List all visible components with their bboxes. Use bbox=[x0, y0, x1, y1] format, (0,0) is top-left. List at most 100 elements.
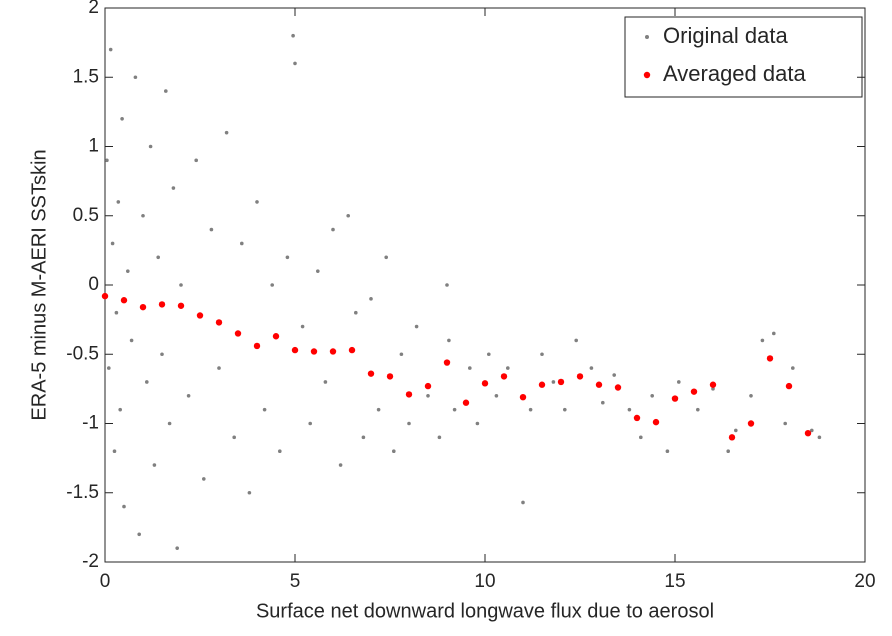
average-point bbox=[101, 292, 109, 300]
y-tick-label: 2 bbox=[88, 0, 99, 18]
average-point bbox=[253, 342, 261, 350]
data-point bbox=[551, 380, 556, 384]
data-point bbox=[152, 463, 157, 467]
average-point bbox=[120, 297, 128, 304]
data-point bbox=[810, 428, 814, 433]
x-tick-label: 5 bbox=[290, 571, 301, 592]
average-point bbox=[158, 301, 166, 308]
data-point bbox=[447, 338, 451, 343]
data-point bbox=[291, 33, 295, 38]
data-point bbox=[316, 269, 320, 273]
data-point bbox=[487, 352, 491, 357]
x-axis-label: Surface net downward longwave flux due t… bbox=[256, 600, 714, 622]
average-point bbox=[424, 382, 432, 390]
data-point bbox=[361, 435, 366, 440]
data-point bbox=[437, 435, 442, 440]
data-point bbox=[749, 394, 753, 398]
data-point bbox=[118, 407, 122, 412]
data-point bbox=[262, 407, 267, 412]
data-point bbox=[108, 47, 113, 52]
data-point bbox=[726, 449, 730, 454]
data-point bbox=[346, 213, 351, 218]
y-tick-label: -0.5 bbox=[66, 343, 99, 364]
average-point bbox=[709, 381, 717, 388]
data-point bbox=[293, 61, 297, 66]
average-point bbox=[329, 348, 337, 355]
y-tick-label: -2 bbox=[82, 551, 99, 572]
data-point bbox=[734, 428, 738, 433]
y-axis-label: ERA-5 minus M-AERI SSTskin bbox=[28, 149, 50, 420]
data-point bbox=[122, 504, 126, 509]
data-point bbox=[156, 255, 160, 260]
data-point bbox=[217, 366, 221, 370]
data-point bbox=[338, 463, 343, 467]
data-point bbox=[148, 144, 153, 149]
average-point bbox=[234, 330, 242, 337]
data-point bbox=[232, 435, 236, 440]
x-tick-label: 10 bbox=[474, 571, 495, 592]
data-point bbox=[407, 421, 411, 426]
average-point bbox=[804, 429, 812, 437]
data-point bbox=[129, 338, 134, 343]
data-point bbox=[506, 366, 510, 370]
average-point bbox=[443, 359, 451, 366]
average-point bbox=[272, 333, 280, 340]
average-point bbox=[652, 418, 660, 426]
data-point bbox=[107, 366, 111, 370]
average-point bbox=[671, 395, 679, 402]
data-point bbox=[612, 373, 616, 377]
data-point bbox=[160, 352, 164, 357]
average-point bbox=[481, 380, 489, 387]
average-point bbox=[367, 370, 375, 377]
data-point bbox=[247, 490, 252, 495]
average-point bbox=[785, 382, 793, 390]
data-point bbox=[278, 449, 282, 454]
data-point bbox=[186, 394, 191, 398]
average-point bbox=[139, 303, 147, 311]
data-point bbox=[112, 449, 117, 454]
data-point bbox=[783, 421, 787, 426]
data-point bbox=[601, 400, 605, 405]
data-point bbox=[224, 130, 229, 135]
data-point bbox=[331, 227, 335, 232]
legend-marker bbox=[643, 71, 651, 79]
average-point bbox=[177, 302, 185, 309]
data-point bbox=[563, 407, 567, 412]
data-point bbox=[209, 227, 214, 232]
data-point bbox=[369, 297, 373, 301]
data-point bbox=[772, 331, 776, 336]
average-point bbox=[614, 384, 622, 391]
average-point bbox=[500, 373, 508, 380]
average-point bbox=[766, 355, 774, 362]
x-tick-label: 0 bbox=[100, 571, 111, 592]
data-point bbox=[105, 158, 109, 163]
data-point bbox=[167, 421, 172, 426]
data-point bbox=[120, 117, 124, 121]
data-point bbox=[126, 269, 130, 273]
data-point bbox=[137, 532, 141, 537]
legend-label: Averaged data bbox=[663, 61, 806, 86]
legend-marker bbox=[645, 35, 649, 39]
data-point bbox=[589, 366, 594, 370]
data-point bbox=[665, 449, 670, 454]
data-point bbox=[202, 477, 206, 481]
data-point bbox=[791, 366, 795, 370]
data-point bbox=[240, 241, 244, 246]
data-point bbox=[528, 407, 533, 412]
data-point bbox=[179, 283, 183, 287]
legend-label: Original data bbox=[663, 23, 789, 48]
average-point bbox=[576, 373, 584, 380]
data-point bbox=[414, 324, 419, 329]
average-point bbox=[690, 388, 698, 395]
average-point bbox=[405, 391, 413, 398]
data-point bbox=[175, 546, 179, 550]
data-point bbox=[300, 324, 305, 329]
data-point bbox=[145, 380, 149, 384]
data-point bbox=[285, 255, 290, 260]
data-point bbox=[164, 89, 168, 93]
data-point bbox=[116, 200, 121, 204]
average-point bbox=[462, 399, 470, 406]
y-tick-label: -1.5 bbox=[66, 482, 99, 503]
average-point bbox=[196, 312, 204, 319]
